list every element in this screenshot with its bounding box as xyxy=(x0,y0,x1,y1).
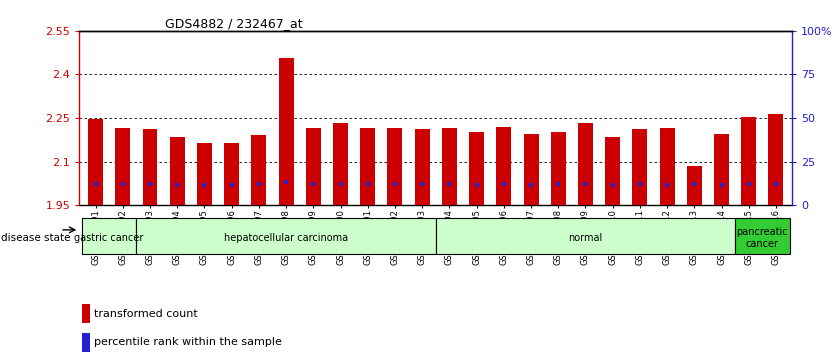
Bar xyxy=(578,123,593,205)
Bar xyxy=(496,127,511,205)
Bar xyxy=(632,129,647,205)
Bar xyxy=(414,129,430,205)
Bar xyxy=(605,137,620,205)
Bar xyxy=(251,135,266,205)
Bar xyxy=(550,132,565,205)
Bar xyxy=(137,218,435,254)
Bar xyxy=(741,117,756,205)
Bar xyxy=(82,333,90,351)
Bar xyxy=(660,128,675,205)
Bar xyxy=(88,119,103,205)
Bar xyxy=(442,128,457,205)
Text: gastric cancer: gastric cancer xyxy=(74,233,143,243)
Text: hepatocellular carcinoma: hepatocellular carcinoma xyxy=(224,233,348,243)
Text: pancreatic
cancer: pancreatic cancer xyxy=(736,227,788,249)
Bar xyxy=(524,134,539,205)
Bar xyxy=(768,114,783,205)
Bar xyxy=(115,127,130,205)
Text: percentile rank within the sample: percentile rank within the sample xyxy=(94,337,282,347)
Bar xyxy=(735,218,790,254)
Bar xyxy=(469,132,484,205)
Bar xyxy=(143,129,158,205)
Text: transformed count: transformed count xyxy=(94,309,198,319)
Bar xyxy=(170,137,184,205)
Bar xyxy=(306,127,321,205)
Bar xyxy=(687,166,701,205)
Bar xyxy=(714,134,729,205)
Bar xyxy=(82,218,137,254)
Text: GDS4882 / 232467_at: GDS4882 / 232467_at xyxy=(165,17,303,30)
Bar xyxy=(224,143,239,205)
Bar xyxy=(435,218,735,254)
Bar xyxy=(279,58,294,205)
Bar xyxy=(82,305,90,323)
Text: normal: normal xyxy=(568,233,603,243)
Text: disease state: disease state xyxy=(1,233,70,243)
Bar xyxy=(197,143,212,205)
Bar xyxy=(388,127,403,205)
Bar xyxy=(360,128,375,205)
Bar xyxy=(333,123,348,205)
